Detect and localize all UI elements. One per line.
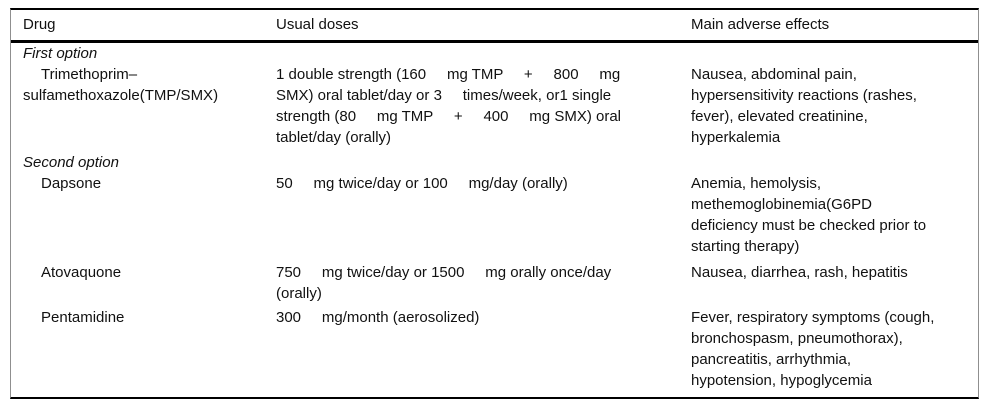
effects-cell: Anemia, hemolysis, methemoglobinemia(G6P… bbox=[691, 175, 927, 255]
drug-name-cell: Pentamidine bbox=[41, 309, 125, 326]
section-label-second-option: Second option bbox=[23, 154, 119, 171]
section-label-first-option: First option bbox=[23, 45, 98, 62]
table-row-dapsone: Dapsone 50 mg twice/day or 100 mg/day (o… bbox=[11, 173, 978, 257]
column-header-usual-doses: Usual doses bbox=[276, 16, 359, 33]
drug-table: Drug Usual doses Main adverse effects Fi… bbox=[10, 8, 979, 399]
drug-name-cell: Atovaquone bbox=[41, 264, 122, 281]
table-body: First option Trimethoprim– sulfamethoxaz… bbox=[11, 43, 978, 397]
effects-cell: Nausea, abdominal pain, hypersensitivity… bbox=[691, 66, 917, 146]
table-row-atovaquone: Atovaquone 750 mg twice/day or 1500 mg o… bbox=[11, 262, 978, 304]
effects-cell: Fever, respiratory symptoms (cough, bron… bbox=[691, 309, 935, 389]
table-row-pentamidine: Pentamidine 300 mg/month (aerosolized) F… bbox=[11, 307, 978, 391]
table-row-trimethoprim-sulfamethoxazole: Trimethoprim– sulfamethoxazole(TMP/SMX) … bbox=[11, 64, 978, 148]
doses-cell: 750 mg twice/day or 1500 mg orally once/… bbox=[276, 264, 612, 302]
column-header-drug: Drug bbox=[23, 16, 56, 33]
doses-cell: 1 double strength (160 mg TMP + 800 mg S… bbox=[276, 66, 621, 146]
table-header-row: Drug Usual doses Main adverse effects bbox=[11, 10, 978, 43]
drug-name-cell: Dapsone bbox=[41, 175, 102, 192]
effects-cell: Nausea, diarrhea, rash, hepatitis bbox=[691, 264, 908, 281]
drug-name-cell: Trimethoprim– sulfamethoxazole(TMP/SMX) bbox=[23, 66, 219, 104]
column-header-main-adverse-effects: Main adverse effects bbox=[691, 16, 830, 33]
doses-cell: 50 mg twice/day or 100 mg/day (orally) bbox=[276, 175, 568, 192]
doses-cell: 300 mg/month (aerosolized) bbox=[276, 309, 480, 326]
